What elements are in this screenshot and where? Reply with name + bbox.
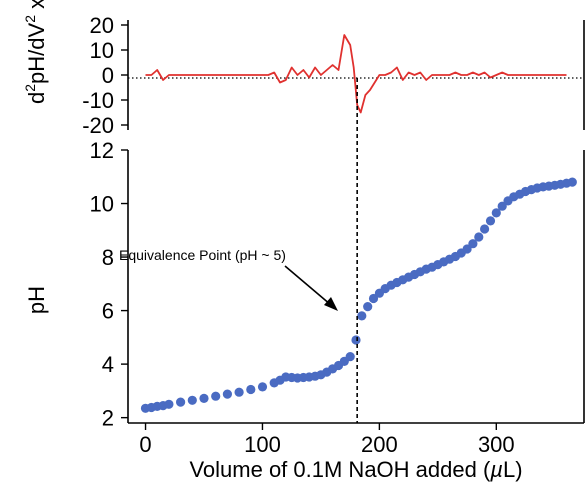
ph-data-point xyxy=(211,391,221,401)
top-y-tick-label: 10 xyxy=(90,38,114,63)
ph-data-point xyxy=(187,395,197,405)
bottom-y-axis-label: pH xyxy=(24,286,49,314)
ph-data-point xyxy=(257,382,268,392)
ph-data-point xyxy=(567,177,577,187)
top-y-tick-label: -20 xyxy=(82,113,114,138)
ph-data-point xyxy=(474,232,484,242)
ph-data-point xyxy=(222,389,232,399)
x-tick-label: 100 xyxy=(244,432,281,457)
y-tick-label: 6 xyxy=(102,299,114,324)
y-tick-label: 8 xyxy=(102,245,114,270)
ph-panel: 2 4 6 8 10 12 0 100 200 300 xyxy=(90,138,585,457)
top-y-axis-label: d2pH/dV2 x10-3 xyxy=(22,0,49,104)
y-tick-label: 4 xyxy=(102,352,114,377)
annotation-arrow xyxy=(284,265,338,311)
y-tick-label: 12 xyxy=(90,138,114,163)
ph-data-point xyxy=(176,397,186,407)
ph-data-point xyxy=(368,293,379,304)
ph-data-point xyxy=(246,384,256,395)
x-tick-label: 300 xyxy=(478,432,515,457)
ph-data-point xyxy=(345,352,355,362)
y-tick-label: 2 xyxy=(102,406,114,431)
top-y-tick-label: -10 xyxy=(82,88,114,113)
ph-data-point xyxy=(462,244,472,254)
derivative-series-line xyxy=(145,34,567,114)
equivalence-point-annotation: Equivalence Point (pH ~ 5) xyxy=(119,247,286,263)
y-tick-label: 10 xyxy=(90,192,114,217)
top-y-tick-label: 20 xyxy=(90,13,114,38)
x-tick-label: 0 xyxy=(139,432,151,457)
ph-data-point xyxy=(485,216,496,226)
ph-data-point xyxy=(491,208,501,218)
ph-data-point xyxy=(363,302,373,312)
ph-data-point xyxy=(497,201,507,211)
x-axis-label: Volume of 0.1M NaOH added (µL) xyxy=(189,457,522,482)
x-tick-label: 200 xyxy=(361,432,398,457)
ph-data-point xyxy=(357,311,367,321)
ph-data-point xyxy=(164,399,174,409)
ph-data-point xyxy=(234,387,244,397)
top-y-tick-label: 0 xyxy=(102,63,114,88)
ph-data-point xyxy=(199,393,209,403)
ph-data-point xyxy=(351,335,361,345)
ph-data-point xyxy=(468,239,478,249)
ph-data-point xyxy=(480,224,490,234)
